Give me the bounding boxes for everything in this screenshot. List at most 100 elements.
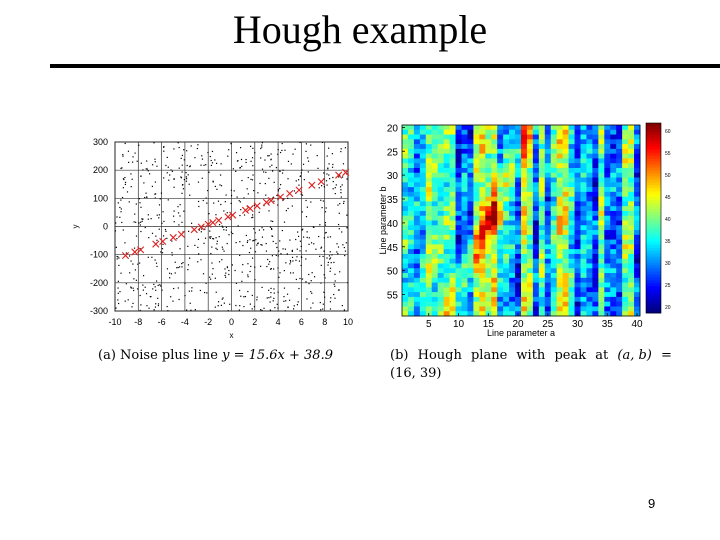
heatmap-cell (425, 134, 433, 140)
noise-point (181, 154, 183, 157)
noise-point (276, 246, 278, 249)
colorbar-tick-label: 60 (665, 129, 671, 135)
heatmap-cell (610, 153, 617, 159)
colorbar-step (646, 179, 661, 183)
noise-point (235, 170, 237, 172)
heatmap-cell (598, 268, 605, 274)
noise-point (232, 168, 234, 170)
heatmap-cell (526, 182, 534, 188)
noise-point (128, 255, 131, 257)
heatmap-cell (574, 287, 581, 293)
heatmap-cell (634, 206, 641, 212)
noise-point (261, 146, 263, 148)
heatmap-cell (467, 273, 474, 279)
heatmap-cell (556, 253, 563, 259)
heatmap-cell (431, 225, 438, 231)
heatmap-cell (544, 277, 552, 283)
heatmap-y-tick-label: 50 (387, 267, 399, 278)
heatmap-frame (401, 124, 641, 317)
heatmap-cell (509, 301, 516, 307)
heatmap-cell (455, 191, 462, 197)
heatmap-cell (413, 230, 421, 236)
heatmap-cell (550, 230, 557, 236)
noise-point (289, 263, 291, 265)
noise-point (292, 272, 294, 274)
line-point (241, 206, 250, 214)
heatmap-cell (556, 125, 563, 131)
heatmap-cell (443, 244, 450, 250)
noise-point (310, 201, 312, 203)
heatmap-cell (455, 282, 462, 288)
heatmap-cell (622, 306, 629, 312)
heatmap-cell (509, 158, 516, 164)
heatmap-cell (604, 187, 611, 193)
heatmap-cell (568, 253, 575, 259)
heatmap-cell (473, 158, 480, 164)
noise-point (189, 165, 191, 167)
heatmap-cell (568, 144, 575, 150)
heatmap-cell (622, 244, 629, 250)
noise-point (227, 310, 229, 312)
heatmap-cell (509, 177, 516, 183)
heatmap-cell (532, 148, 540, 154)
heatmap-cell (550, 177, 557, 183)
noise-point (272, 170, 274, 172)
noise-point (315, 248, 317, 250)
heatmap-cell (622, 210, 629, 217)
heatmap-cell (509, 296, 516, 302)
heatmap-cell (485, 172, 492, 178)
heatmap-cell (580, 182, 587, 188)
heatmap-cell (473, 182, 480, 188)
heatmap-cell (574, 230, 581, 236)
heatmap-cell (509, 287, 516, 293)
heatmap-cell (580, 125, 587, 131)
heatmap-cell (521, 158, 528, 164)
colorbar-step (646, 226, 661, 231)
heatmap-cell (550, 263, 557, 269)
heatmap-cell (544, 210, 552, 217)
heatmap-cell (538, 163, 546, 169)
noise-point (201, 228, 203, 230)
noise-point (114, 230, 117, 232)
noise-point (329, 267, 332, 269)
heatmap-cell (628, 158, 635, 164)
heatmap-cell (580, 311, 587, 317)
heatmap-cell (497, 296, 504, 302)
noise-point (221, 298, 223, 300)
heatmap-cell (407, 172, 415, 178)
heatmap-cell (419, 273, 427, 279)
heatmap-cell (455, 277, 462, 283)
line-point (169, 233, 177, 242)
noise-point (149, 296, 151, 298)
heatmap-cell (467, 287, 474, 293)
heatmap-cell (407, 244, 415, 250)
noise-point (308, 283, 310, 285)
noise-point (289, 259, 292, 262)
noise-point (335, 184, 337, 186)
heatmap-cell (610, 230, 617, 236)
heatmap-cell (544, 153, 552, 159)
heatmap-cell (550, 258, 557, 264)
heatmap-cell (550, 196, 557, 202)
heatmap-cell (556, 301, 563, 307)
heatmap-cell (586, 125, 593, 131)
heatmap-cell (473, 177, 480, 183)
noise-point (183, 179, 185, 181)
heatmap-cell (580, 268, 587, 274)
noise-point (139, 309, 141, 312)
noise-point (185, 171, 187, 174)
heatmap-cell (538, 172, 546, 178)
noise-point (273, 292, 275, 294)
heatmap-cell (497, 234, 504, 240)
heatmap-cell (538, 215, 546, 221)
heatmap-cell (544, 148, 552, 154)
colorbar-step (646, 176, 661, 180)
noise-point (283, 221, 286, 223)
heatmap-cell (598, 277, 605, 283)
heatmap-cell (467, 148, 474, 154)
heatmap-cell (550, 158, 557, 164)
heatmap-cell (550, 292, 557, 298)
noise-point (240, 295, 242, 297)
noise-point (176, 267, 178, 269)
scatter-y-tick-label: -200 (90, 278, 108, 288)
